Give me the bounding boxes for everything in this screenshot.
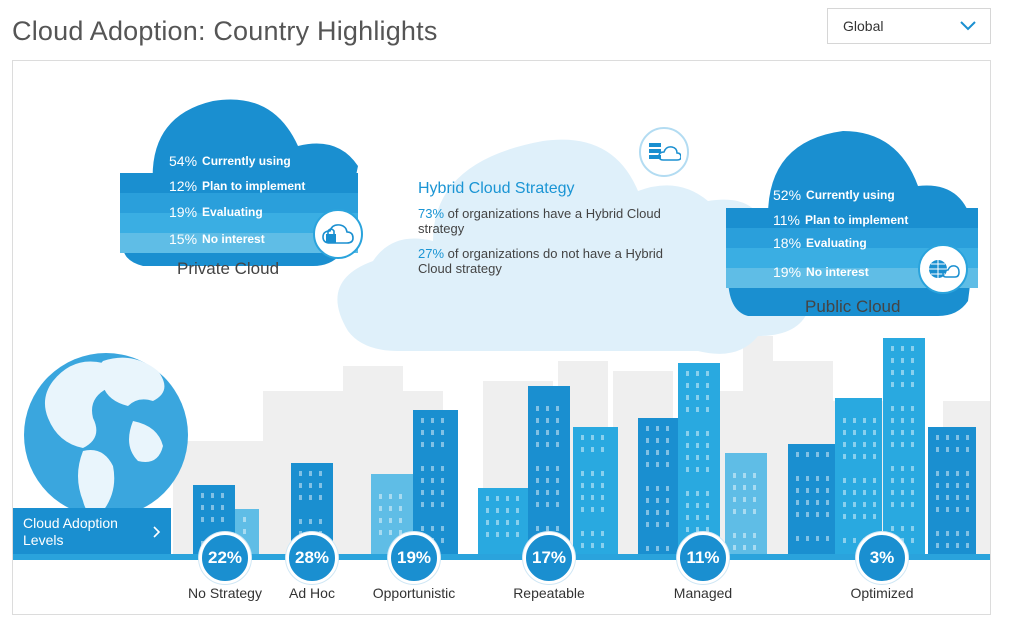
private-row-2: 12% Plan to implement [169,178,306,194]
hybrid-cloud-shape [337,139,812,354]
server-cloud-icon [639,127,689,177]
hybrid-line-1: 73% of organizations have a Hybrid Cloud… [418,206,661,236]
private-cloud-label: Private Cloud [177,259,280,278]
level-badge-ad-hoc: 28% [286,532,338,584]
public-cloud-bands [726,208,978,288]
globe-illustration [24,353,188,517]
city-skyline-illustration [24,99,990,556]
level-label-optimized: Optimized [850,585,914,601]
lock-cloud-icon [313,209,363,259]
private-row-4: 15% No interest [169,231,265,247]
level-label-repeatable: Repeatable [513,585,585,601]
level-badge-opportunistic: 19% [388,532,440,584]
level-badge-repeatable: 17% [523,532,575,584]
private-row-3: 19% Evaluating [169,204,263,220]
level-label-ad-hoc: Ad Hoc [289,585,335,601]
level-label-opportunistic: Opportunistic [372,585,456,601]
globe-cloud-icon [918,244,968,294]
public-row-1: 52% Currently using [773,187,895,203]
region-dropdown[interactable]: Global [827,8,991,44]
region-dropdown-value: Global [843,18,884,34]
hybrid-line-2: 27% of organizations do not have a Hybri… [418,246,664,276]
hybrid-title: Hybrid Cloud Strategy [418,180,575,197]
private-row-1: 54% Currently using [169,153,291,169]
level-badge-managed: 11% [677,532,729,584]
public-cloud-label: Public Cloud [805,297,901,316]
infographic-panel: 54% Currently using 12% Plan to implement … [12,60,991,615]
cloud-adoption-levels-label: Cloud Adoption Levels [23,515,118,548]
private-cloud-bands [120,173,358,253]
chevron-right-icon [153,526,161,538]
public-row-3: 18% Evaluating [773,235,867,251]
level-label-managed: Managed [673,585,733,601]
level-badge-no-strategy: 22% [199,532,251,584]
level-label-no-strategy: No Strategy [188,585,262,601]
level-badge-optimized: 3% [856,532,908,584]
ground-line [13,554,990,560]
cloud-adoption-levels-button[interactable]: Cloud Adoption Levels [13,508,171,556]
page-title: Cloud Adoption: Country Highlights [12,16,438,46]
public-row-2: 11% Plan to implement [773,212,909,228]
chevron-down-icon [960,21,976,31]
public-row-4: 19% No interest [773,264,869,280]
